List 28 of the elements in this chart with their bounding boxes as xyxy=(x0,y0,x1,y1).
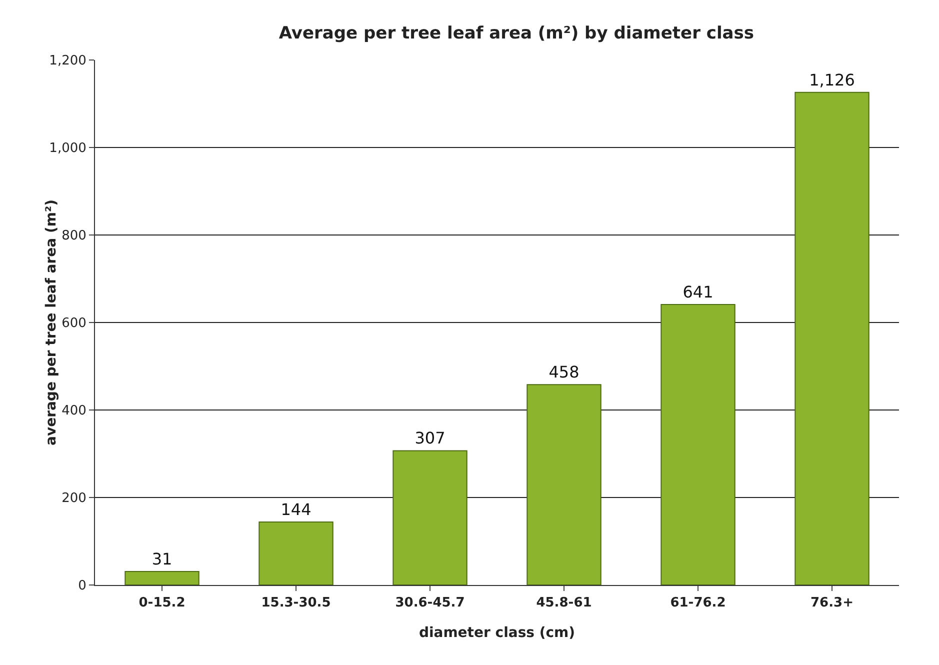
x-tick-label: 15.3-30.5 xyxy=(261,596,331,611)
y-tick-label: 200 xyxy=(62,491,86,506)
x-tick-label: 76.3+ xyxy=(810,596,854,611)
y-tick-label: 800 xyxy=(62,228,86,244)
data-label: 1,126 xyxy=(809,70,855,90)
x-tick-label: 0-15.2 xyxy=(138,596,186,611)
y-tick-label: 600 xyxy=(62,316,86,332)
x-axis-title: diameter class (cm) xyxy=(418,625,576,641)
x-tick-label: 30.6-45.7 xyxy=(395,596,465,611)
bar xyxy=(124,570,200,585)
chart-title: Average per tree leaf area (m²) by diameter class xyxy=(278,24,754,44)
data-label: 144 xyxy=(280,500,312,519)
data-label: 641 xyxy=(682,282,714,302)
y-tick-label: 400 xyxy=(62,404,86,419)
bar xyxy=(258,522,334,585)
data-label: 31 xyxy=(152,549,172,568)
data-label: 307 xyxy=(414,428,446,448)
data-label: 458 xyxy=(548,362,580,382)
y-tick-label: 1,200 xyxy=(49,54,86,69)
bar xyxy=(526,384,602,585)
bar xyxy=(392,450,468,585)
y-tick-label: 1,000 xyxy=(49,141,86,156)
bar xyxy=(660,304,736,585)
x-tick-label: 61-76.2 xyxy=(670,596,726,611)
bar xyxy=(794,92,870,585)
x-tick-label: 45.8-61 xyxy=(536,596,592,611)
y-tick-label: 0 xyxy=(78,578,86,594)
y-axis-title: average per tree leaf area (m²) xyxy=(44,200,60,446)
